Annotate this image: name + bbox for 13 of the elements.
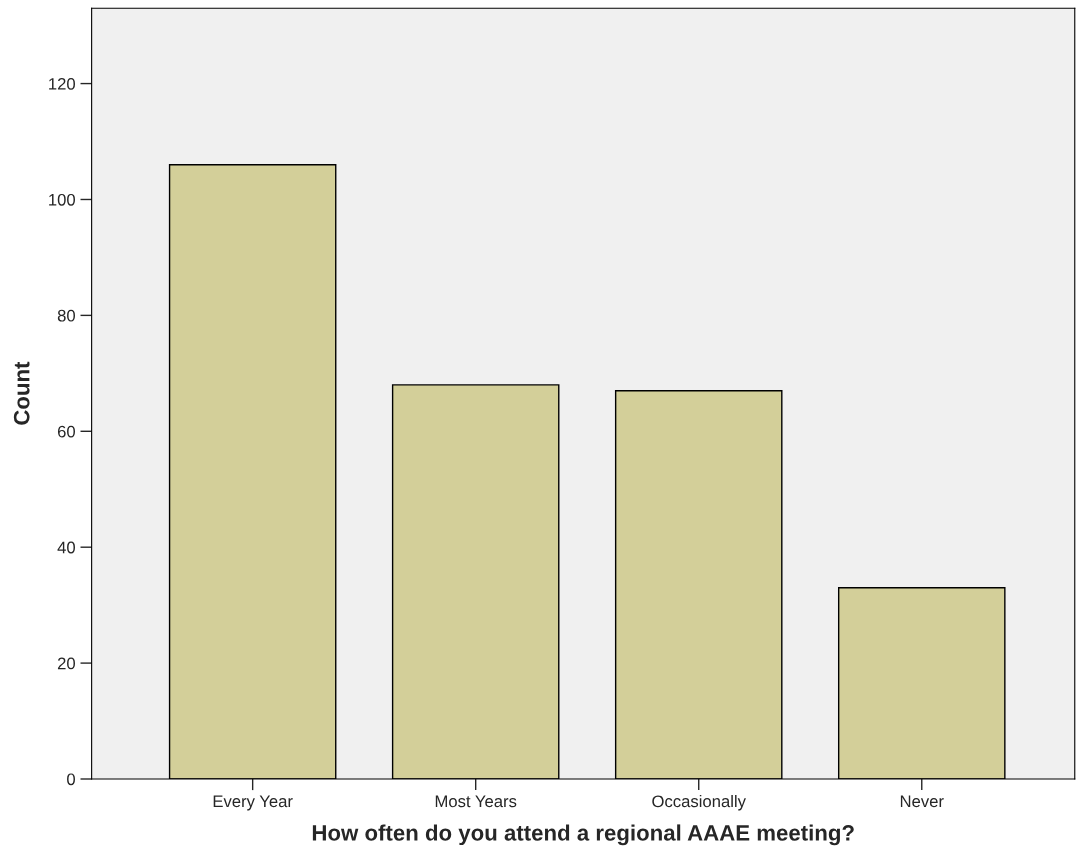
y-tick-label: 60 bbox=[57, 425, 76, 438]
y-tick-label: 0 bbox=[67, 773, 76, 786]
y-tick-label: 100 bbox=[49, 193, 76, 206]
x-tick-label: Every Year bbox=[213, 795, 293, 811]
y-tick-label: 80 bbox=[57, 309, 76, 322]
y-tick-label: 120 bbox=[49, 77, 76, 90]
x-tick-label: Most Years bbox=[435, 795, 517, 808]
x-tick-label: Occasionally bbox=[652, 794, 746, 811]
y-tick-label: 40 bbox=[57, 541, 76, 554]
x-tick-label: Never bbox=[900, 795, 944, 808]
y-axis-title: Count bbox=[13, 361, 30, 425]
y-tick-label: 20 bbox=[57, 657, 76, 670]
x-axis-title: How often do you attend a regional AAAE meeting? bbox=[312, 824, 854, 846]
